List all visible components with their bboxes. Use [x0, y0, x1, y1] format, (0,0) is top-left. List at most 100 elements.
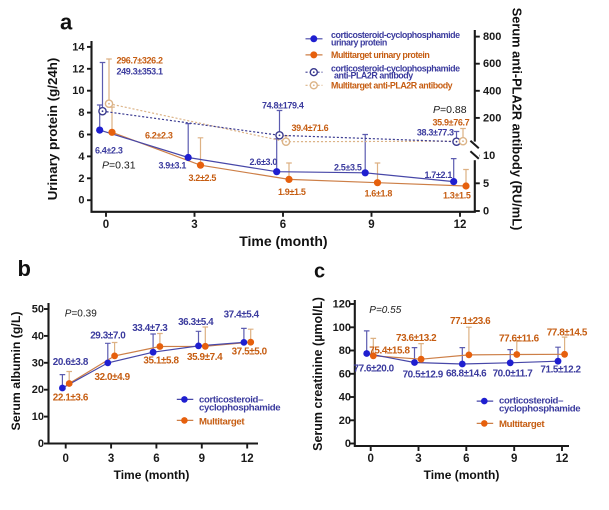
svg-text:12: 12 [72, 63, 84, 75]
svg-text:0: 0 [62, 453, 68, 465]
svg-text:35.9±7.4: 35.9±7.4 [187, 352, 223, 363]
svg-text:Multitarget urinary protein: Multitarget urinary protein [331, 50, 429, 60]
svg-text:Serum albumin (g/L): Serum albumin (g/L) [9, 312, 23, 431]
svg-text:60: 60 [339, 368, 351, 380]
svg-text:corticosteroid-cyclophosphamid: corticosteroid-cyclophosphamide [331, 63, 460, 73]
svg-text:30: 30 [32, 357, 44, 369]
svg-text:12: 12 [454, 219, 467, 231]
svg-text:Multitarget: Multitarget [499, 419, 545, 430]
svg-text:cyclophosphamide: cyclophosphamide [499, 404, 580, 415]
svg-text:3: 3 [108, 453, 114, 465]
svg-text:20: 20 [32, 384, 44, 396]
svg-text:Time (month): Time (month) [239, 233, 327, 249]
svg-text:249.3±353.1: 249.3±353.1 [117, 67, 163, 77]
svg-text:74.8±179.4: 74.8±179.4 [262, 100, 304, 110]
svg-text:68.8±14.6: 68.8±14.6 [446, 369, 487, 380]
svg-text:0: 0 [483, 206, 489, 218]
svg-text:296.7±326.2: 296.7±326.2 [117, 56, 163, 66]
svg-text:400: 400 [483, 85, 501, 97]
svg-text:Multitarget anti-PLA2R antibod: Multitarget anti-PLA2R antibody [331, 81, 453, 91]
svg-text:800: 800 [483, 31, 501, 43]
svg-text:9: 9 [511, 453, 517, 465]
svg-text:6: 6 [280, 219, 286, 231]
svg-text:Serum anti-PLA2R antibody (RU/: Serum anti-PLA2R antibody (RU/mL) [510, 8, 525, 231]
svg-text:32.0±4.9: 32.0±4.9 [95, 372, 131, 383]
svg-text:corticosteroid-cyclophosphamid: corticosteroid-cyclophosphamide [331, 30, 460, 40]
svg-text:0: 0 [367, 453, 373, 465]
svg-text:corticosteroid–: corticosteroid– [199, 395, 264, 406]
svg-text:2.5±3.5: 2.5±3.5 [334, 163, 362, 173]
svg-text:b: b [18, 256, 31, 281]
svg-text:c: c [314, 261, 325, 283]
svg-text:77.1±23.6: 77.1±23.6 [450, 316, 491, 327]
svg-text:36.3±5.4: 36.3±5.4 [178, 317, 214, 328]
svg-text:P=0.31: P=0.31 [102, 160, 136, 172]
svg-text:6.2±2.3: 6.2±2.3 [145, 131, 173, 141]
svg-text:80: 80 [339, 345, 351, 357]
svg-text:20.6±3.8: 20.6±3.8 [53, 357, 89, 368]
svg-text:35.9±76.7: 35.9±76.7 [433, 118, 470, 128]
svg-text:10: 10 [72, 85, 84, 97]
svg-text:40: 40 [339, 392, 351, 404]
svg-text:3.9±3.1: 3.9±3.1 [159, 160, 187, 170]
svg-text:6.4±2.3: 6.4±2.3 [95, 146, 123, 156]
svg-text:a: a [60, 10, 73, 35]
svg-text:6: 6 [153, 453, 159, 465]
svg-text:1.9±1.5: 1.9±1.5 [278, 187, 306, 197]
svg-text:12: 12 [241, 453, 254, 465]
svg-text:33.4±7.3: 33.4±7.3 [132, 323, 168, 334]
svg-text:38.3±77.3: 38.3±77.3 [417, 128, 454, 138]
svg-text:2: 2 [78, 173, 84, 185]
svg-text:75.4±15.8: 75.4±15.8 [369, 346, 410, 357]
svg-text:40: 40 [32, 330, 44, 342]
svg-text:100: 100 [333, 322, 351, 334]
svg-text:Time (month): Time (month) [424, 468, 500, 482]
svg-text:50: 50 [32, 304, 44, 316]
svg-text:P=0.88: P=0.88 [433, 104, 467, 116]
svg-text:Multitarget: Multitarget [199, 417, 245, 428]
svg-text:3: 3 [415, 453, 421, 465]
svg-text:4: 4 [78, 151, 85, 163]
svg-text:1.3±1.5: 1.3±1.5 [443, 190, 471, 200]
svg-text:37.5±5.0: 37.5±5.0 [232, 347, 268, 358]
svg-text:6: 6 [463, 453, 469, 465]
svg-text:2.6±3.0: 2.6±3.0 [250, 157, 278, 167]
svg-text:Serum creatinine (µmol/L): Serum creatinine (µmol/L) [311, 297, 325, 451]
svg-text:Urinary protein (g/24h): Urinary protein (g/24h) [45, 58, 60, 201]
svg-text:70.0±11.7: 70.0±11.7 [493, 369, 534, 380]
svg-text:77.6±20.0: 77.6±20.0 [354, 364, 395, 375]
svg-text:cyclophosphamide: cyclophosphamide [199, 403, 280, 414]
svg-text:corticosteroid–: corticosteroid– [499, 396, 564, 407]
svg-text:3: 3 [191, 219, 197, 231]
svg-text:12: 12 [556, 453, 569, 465]
svg-text:10: 10 [483, 150, 495, 162]
svg-text:200: 200 [483, 112, 501, 124]
svg-text:Time (month): Time (month) [114, 468, 190, 482]
svg-text:71.5±12.2: 71.5±12.2 [540, 365, 581, 376]
svg-text:10: 10 [32, 411, 44, 423]
svg-text:0: 0 [345, 438, 351, 450]
svg-text:0: 0 [38, 438, 44, 450]
svg-text:1.6±1.8: 1.6±1.8 [365, 188, 393, 198]
svg-text:37.4±5.4: 37.4±5.4 [224, 310, 260, 321]
svg-text:5: 5 [483, 178, 489, 190]
svg-text:6: 6 [78, 129, 84, 141]
svg-text:14: 14 [72, 41, 85, 53]
svg-text:20: 20 [339, 415, 351, 427]
svg-text:1.7±2.1: 1.7±2.1 [425, 170, 453, 180]
svg-text:77.8±14.5: 77.8±14.5 [547, 328, 588, 339]
svg-text:35.1±5.8: 35.1±5.8 [143, 356, 179, 367]
svg-text:120: 120 [333, 299, 351, 311]
svg-text:P=0.55: P=0.55 [369, 305, 401, 316]
svg-text:P=0.39: P=0.39 [65, 309, 97, 320]
svg-text:0: 0 [103, 219, 109, 231]
svg-text:urinary protein: urinary protein [331, 38, 387, 48]
svg-text:77.6±11.6: 77.6±11.6 [499, 334, 540, 345]
svg-text:22.1±3.6: 22.1±3.6 [53, 393, 89, 404]
svg-text:29.3±7.0: 29.3±7.0 [90, 331, 126, 342]
svg-text:73.6±13.2: 73.6±13.2 [396, 333, 437, 344]
svg-text:70.5±12.9: 70.5±12.9 [403, 370, 444, 381]
svg-text:anti-PLA2R antibody: anti-PLA2R antibody [334, 71, 413, 81]
svg-text:0: 0 [78, 195, 84, 207]
svg-text:9: 9 [199, 453, 205, 465]
